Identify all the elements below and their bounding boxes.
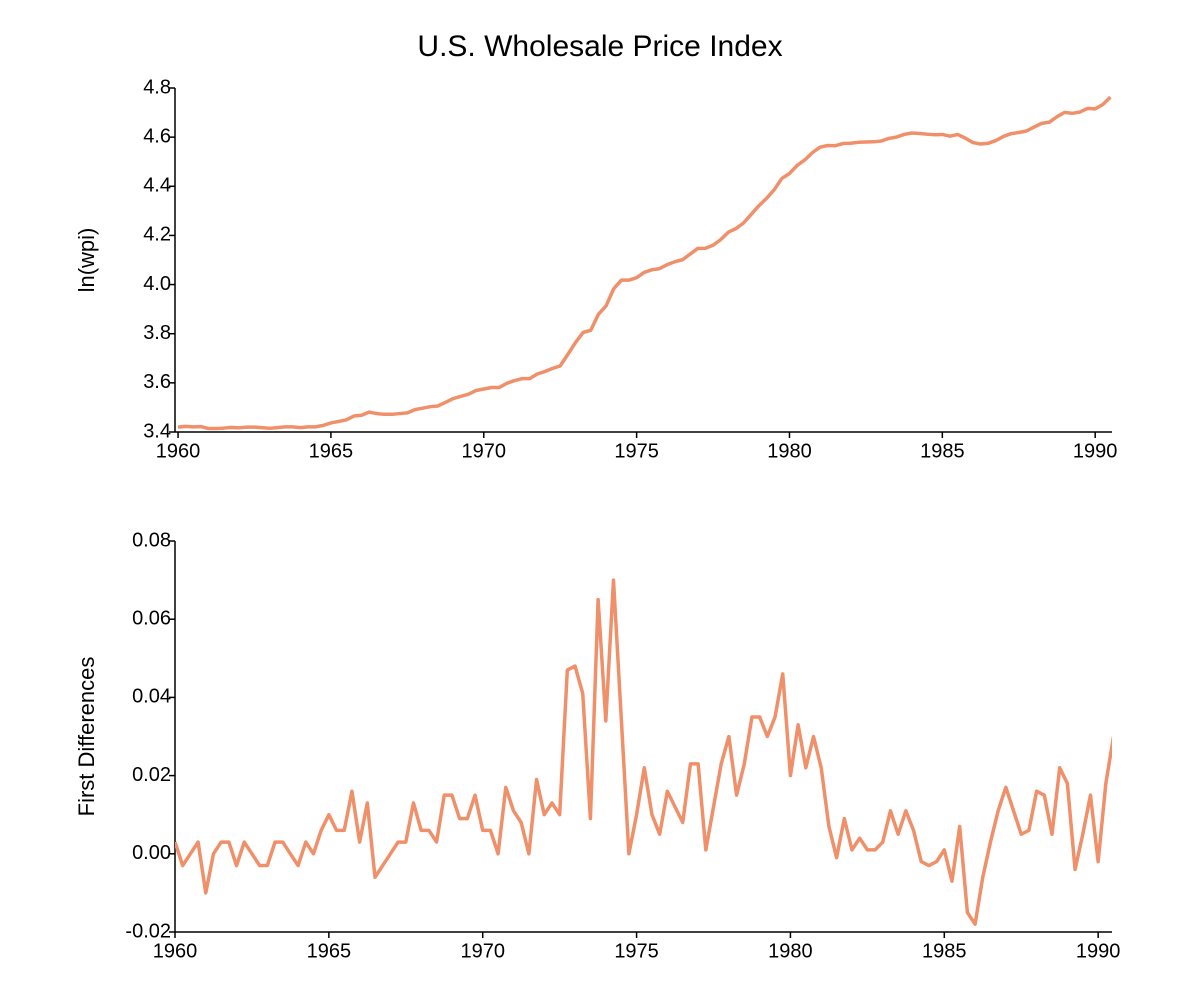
x-tick-label: 1970 bbox=[460, 940, 505, 962]
x-tick-label: 1985 bbox=[920, 440, 965, 462]
y-axis-label: ln(wpi) bbox=[74, 228, 99, 293]
x-tick-label: 1970 bbox=[462, 440, 507, 462]
x-tick-label: 1960 bbox=[153, 940, 198, 962]
x-tick-label: 1965 bbox=[309, 440, 354, 462]
y-tick-label: 4.6 bbox=[143, 125, 171, 147]
x-tick-label: 1980 bbox=[768, 940, 813, 962]
y-tick-label: 0.04 bbox=[132, 686, 171, 708]
x-tick-label: 1985 bbox=[922, 940, 967, 962]
y-tick-label: 0.06 bbox=[132, 607, 171, 629]
x-tick-label: 1990 bbox=[1073, 440, 1118, 462]
y-tick-label: 4.2 bbox=[143, 224, 171, 246]
y-tick-label: -0.02 bbox=[125, 920, 171, 942]
y-tick-label: 4.8 bbox=[143, 76, 171, 98]
y-tick-label: 3.8 bbox=[143, 322, 171, 344]
x-tick-label: 1965 bbox=[307, 940, 352, 962]
y-axis-label: First Differences bbox=[74, 657, 99, 817]
y-tick-label: 3.6 bbox=[143, 371, 171, 393]
x-tick-label: 1975 bbox=[614, 940, 659, 962]
y-tick-label: 4.0 bbox=[143, 273, 171, 295]
x-tick-label: 1980 bbox=[767, 440, 812, 462]
y-tick-label: 0.08 bbox=[132, 529, 171, 551]
y-tick-label: 3.4 bbox=[143, 420, 171, 442]
chart-title: U.S. Wholesale Price Index bbox=[417, 30, 782, 63]
y-tick-label: 0.00 bbox=[132, 842, 171, 864]
y-tick-label: 0.02 bbox=[132, 764, 171, 786]
data-line bbox=[177, 95, 1112, 431]
x-tick-label: 1960 bbox=[156, 440, 201, 462]
x-tick-label: 1990 bbox=[1076, 940, 1121, 962]
x-tick-label: 1975 bbox=[614, 440, 659, 462]
y-tick-label: 4.4 bbox=[143, 175, 171, 197]
data-line bbox=[175, 578, 1112, 926]
